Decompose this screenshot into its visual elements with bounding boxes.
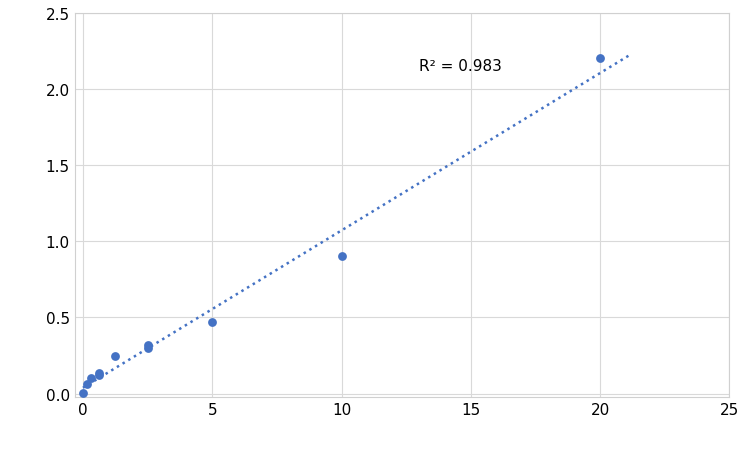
Point — [141, 341, 153, 349]
Point — [93, 372, 105, 379]
Point — [81, 380, 93, 387]
Point — [594, 55, 606, 63]
Point — [85, 375, 97, 382]
Point — [141, 345, 153, 352]
Text: R² = 0.983: R² = 0.983 — [419, 60, 502, 74]
Point — [93, 370, 105, 377]
Point — [77, 390, 89, 397]
Point — [109, 352, 121, 359]
Point — [206, 319, 218, 326]
Point — [335, 253, 347, 261]
